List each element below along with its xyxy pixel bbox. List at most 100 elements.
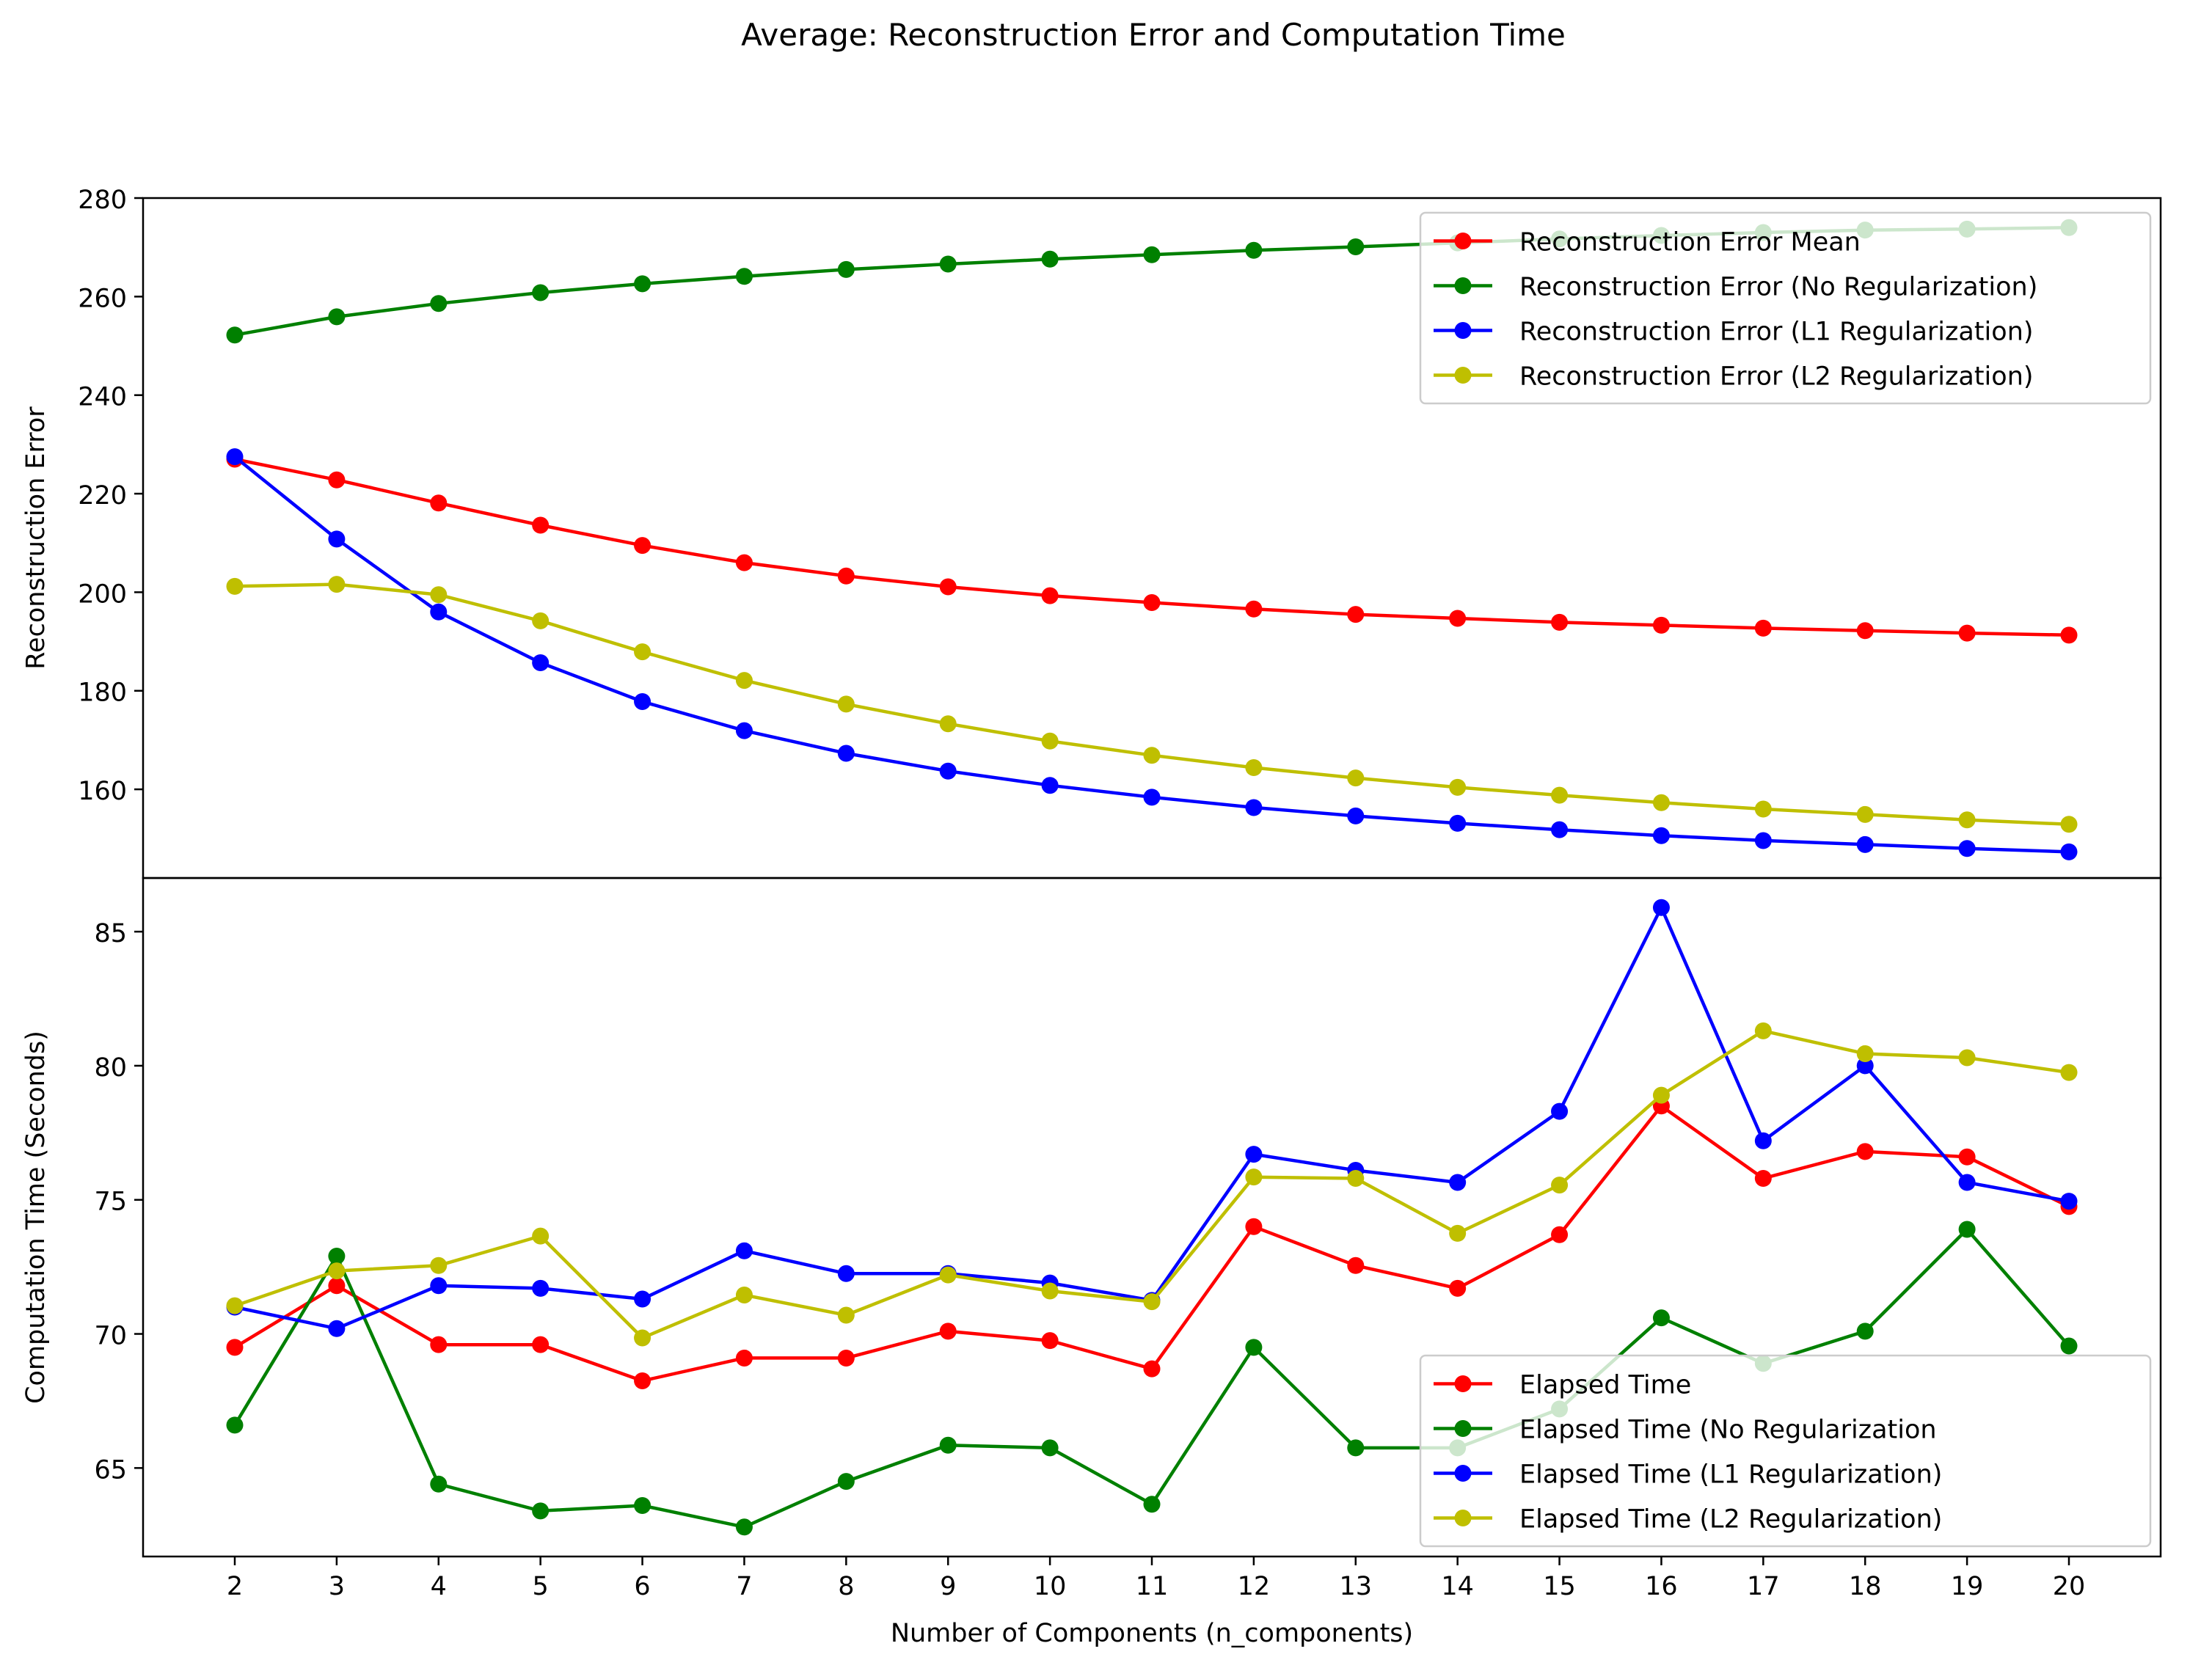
data-point xyxy=(1958,624,1976,642)
legend-label: Reconstruction Error (No Regularization) xyxy=(1519,273,2037,302)
data-point xyxy=(1143,1496,1161,1513)
y-tick-label: 280 xyxy=(78,186,127,215)
data-point xyxy=(939,1436,957,1454)
data-point xyxy=(939,1323,957,1340)
legend-marker xyxy=(1454,1510,1472,1526)
data-point xyxy=(735,268,753,285)
x-tick-label: 12 xyxy=(1238,1572,1271,1601)
y-tick-label: 180 xyxy=(78,678,127,708)
data-point xyxy=(430,494,448,512)
series-1 xyxy=(226,1097,2078,1390)
data-point xyxy=(634,1372,651,1390)
data-point xyxy=(1449,610,1467,627)
data-point xyxy=(226,1339,244,1356)
legend-entry: Elapsed Time xyxy=(1434,1371,1691,1400)
y-tick-label: 65 xyxy=(94,1455,127,1485)
data-point xyxy=(837,1473,855,1490)
data-point xyxy=(1958,840,1976,857)
data-point xyxy=(1551,613,1569,631)
data-point xyxy=(939,715,957,733)
data-point xyxy=(1347,1169,1365,1187)
legend-label: Reconstruction Error (L2 Regularization) xyxy=(1519,362,2034,392)
data-point xyxy=(430,1257,448,1274)
data-point xyxy=(1551,1177,1569,1194)
legend-label: Elapsed Time (L2 Regularization) xyxy=(1519,1505,1942,1535)
legend-marker xyxy=(1454,1375,1472,1392)
data-point xyxy=(1347,807,1365,824)
series-line xyxy=(234,582,2070,827)
data-point xyxy=(837,745,855,762)
data-point xyxy=(634,1290,651,1308)
legend-marker xyxy=(1454,322,1472,339)
y-tick-label: 70 xyxy=(94,1322,127,1351)
data-point xyxy=(532,1227,550,1245)
y-tick-label: 240 xyxy=(78,383,127,412)
data-point xyxy=(735,672,753,689)
x-tick-label: 8 xyxy=(838,1572,854,1601)
data-point xyxy=(735,722,753,739)
data-point xyxy=(1245,1168,1263,1186)
x-tick-label: 11 xyxy=(1136,1572,1169,1601)
data-point xyxy=(1856,622,1874,640)
data-point xyxy=(1551,786,1569,804)
data-point xyxy=(1958,1221,1976,1238)
data-point xyxy=(1652,1086,1670,1104)
x-tick-label: 18 xyxy=(1849,1572,1882,1601)
data-point xyxy=(1856,835,1874,853)
legend-marker xyxy=(1454,277,1472,294)
data-point xyxy=(1347,1439,1365,1457)
data-point xyxy=(1449,778,1467,796)
data-point xyxy=(328,530,346,548)
data-point xyxy=(532,1502,550,1520)
data-point xyxy=(1754,1022,1772,1039)
legend: Elapsed Time Elapsed Time (No Regularizat… xyxy=(1419,1354,2152,1548)
legend-marker xyxy=(1454,1420,1472,1437)
data-point xyxy=(430,295,448,312)
data-point xyxy=(1652,616,1670,634)
data-point xyxy=(2060,1064,2078,1081)
data-point xyxy=(532,516,550,534)
data-point xyxy=(1856,805,1874,823)
legend-entry: Reconstruction Error (No Regularization) xyxy=(1434,273,2037,302)
data-point xyxy=(328,471,346,489)
data-point xyxy=(1143,1360,1161,1378)
data-point xyxy=(1143,789,1161,806)
data-point xyxy=(634,275,651,293)
data-point xyxy=(1856,1143,1874,1160)
data-point xyxy=(1551,1226,1569,1243)
legend-marker xyxy=(1454,1465,1472,1482)
data-point xyxy=(328,1320,346,1337)
data-point xyxy=(634,643,651,661)
data-point xyxy=(430,1277,448,1295)
computation-time-panel: 65 70 75 80 85 Computation Time (Seconds) Elap… xyxy=(21,877,2162,1558)
legend-marker xyxy=(1454,233,1472,249)
x-tick-label: 13 xyxy=(1340,1572,1373,1601)
data-point xyxy=(1143,246,1161,263)
legend-entry: Reconstruction Error (L2 Regularization) xyxy=(1434,362,2034,392)
x-tick-label: 5 xyxy=(533,1572,549,1601)
legend-marker xyxy=(1454,367,1472,384)
y-tick-label: 200 xyxy=(78,579,127,609)
legend-label: Elapsed Time (No Regularization xyxy=(1519,1416,1937,1445)
data-point xyxy=(1652,794,1670,811)
data-point xyxy=(328,576,346,593)
figure-title: Average: Reconstruction Error and Comput… xyxy=(741,17,1566,53)
legend-label: Reconstruction Error (L1 Regularization) xyxy=(1519,318,2034,347)
legend-label: Elapsed Time xyxy=(1519,1371,1691,1400)
data-point xyxy=(1754,1132,1772,1149)
legend-entry: Reconstruction Error (L1 Regularization) xyxy=(1434,318,2034,347)
data-point xyxy=(939,762,957,780)
x-tick-label: 17 xyxy=(1747,1572,1780,1601)
y-tick-label: 220 xyxy=(78,481,127,511)
data-point xyxy=(1652,1309,1670,1327)
x-tick-label: 10 xyxy=(1034,1572,1067,1601)
data-point xyxy=(1856,1323,1874,1340)
data-point xyxy=(1754,1169,1772,1187)
data-point xyxy=(735,1349,753,1367)
data-point xyxy=(226,1297,244,1314)
data-point xyxy=(1652,827,1670,844)
data-point xyxy=(1449,1224,1467,1242)
data-point xyxy=(735,1287,753,1304)
legend-label: Elapsed Time (L1 Regularization) xyxy=(1519,1460,1942,1490)
